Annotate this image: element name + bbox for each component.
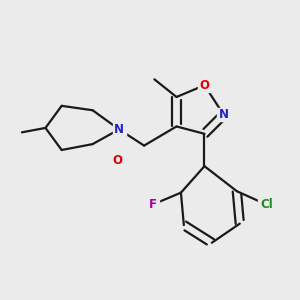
Text: F: F: [149, 198, 157, 211]
Text: O: O: [200, 79, 209, 92]
Bar: [198, 79, 211, 92]
Bar: [111, 154, 124, 167]
Bar: [217, 108, 230, 121]
Text: N: N: [219, 108, 229, 121]
Bar: [258, 198, 274, 211]
Bar: [112, 123, 126, 136]
Text: N: N: [114, 123, 124, 136]
Text: Cl: Cl: [260, 198, 273, 211]
Text: O: O: [112, 154, 123, 167]
Bar: [146, 198, 159, 211]
